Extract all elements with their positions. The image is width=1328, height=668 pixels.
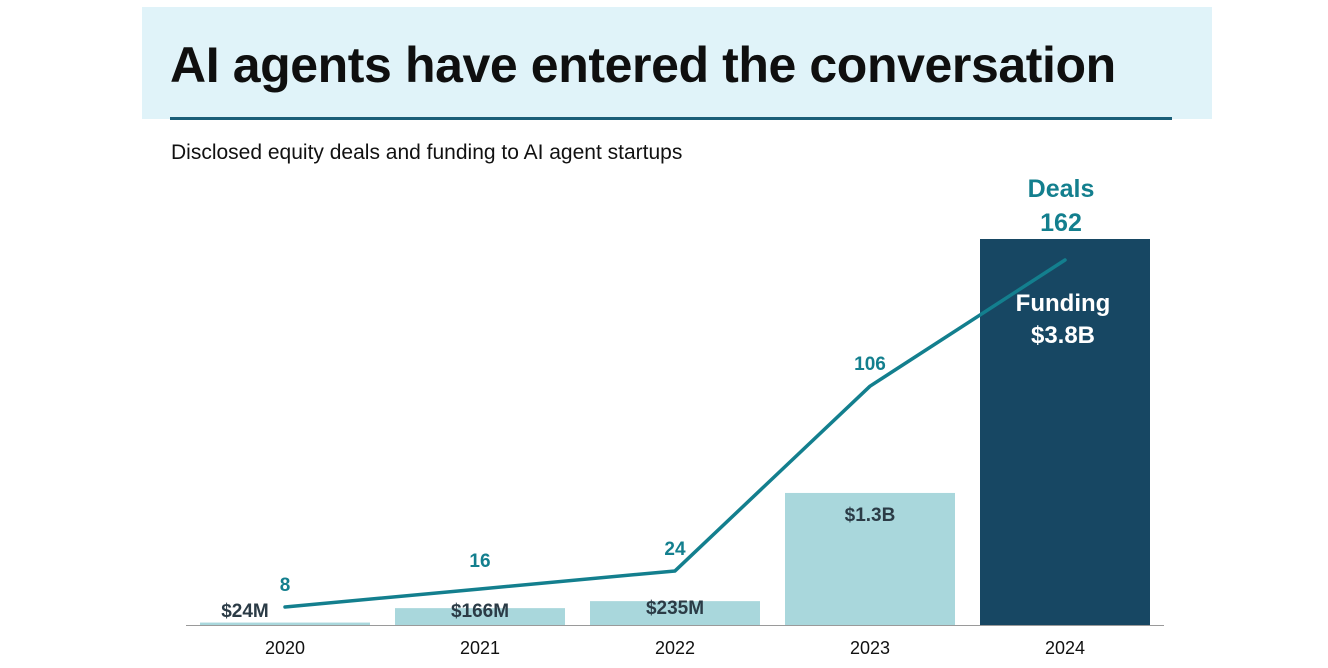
x-tick-label-2020: 2020 xyxy=(265,638,305,658)
funding-series-label: Funding xyxy=(1016,290,1111,317)
deals-value-label-2021: 16 xyxy=(469,551,490,572)
funding-series-value: $3.8B xyxy=(1031,322,1095,349)
funding-value-label-2020: $24M xyxy=(221,601,269,622)
funding-bar-2022 xyxy=(590,601,760,625)
funding-bar-2020 xyxy=(200,622,370,625)
deals-line xyxy=(283,258,1067,609)
page-title: AI agents have entered the conversation xyxy=(170,37,1116,93)
chart-subtitle: Disclosed equity deals and funding to AI… xyxy=(171,141,683,164)
x-tick-label-2023: 2023 xyxy=(850,638,890,658)
funding-bar-2021 xyxy=(395,608,565,625)
deals-series-value: 162 xyxy=(1040,209,1082,237)
x-tick-label-2022: 2022 xyxy=(655,638,695,658)
funding-value-label-2021: $166M xyxy=(451,601,509,622)
funding-value-label-2022: $235M xyxy=(646,598,704,619)
deals-series-label: Deals xyxy=(1028,175,1095,203)
x-tick-label-2021: 2021 xyxy=(460,638,500,658)
deals-value-label-2023: 106 xyxy=(854,354,886,375)
title-underline xyxy=(170,117,1172,120)
funding-bar-2023 xyxy=(785,492,955,625)
funding-value-label-2023: $1.3B xyxy=(845,505,896,526)
funding-bar-2024 xyxy=(980,239,1150,625)
deals-value-label-2020: 8 xyxy=(280,575,291,596)
title-band xyxy=(142,7,1212,119)
deals-value-label-2022: 24 xyxy=(664,539,686,560)
x-tick-label-2024: 2024 xyxy=(1045,638,1085,658)
